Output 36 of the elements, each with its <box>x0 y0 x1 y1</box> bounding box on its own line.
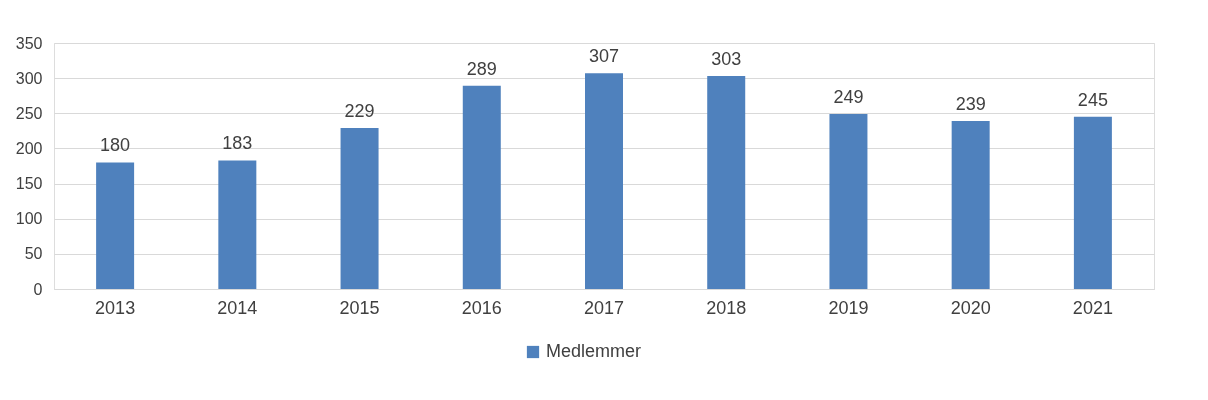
legend-label: Medlemmer <box>546 341 642 361</box>
x-tick-label: 2019 <box>828 297 869 318</box>
y-tick-label: 200 <box>15 139 43 157</box>
y-tick-label: 100 <box>15 210 43 228</box>
bar <box>218 160 257 289</box>
bar <box>585 73 623 289</box>
data-label: 180 <box>100 135 131 156</box>
x-tick-label: 2013 <box>95 297 136 318</box>
data-label: 289 <box>466 58 497 79</box>
data-label: 183 <box>222 133 253 154</box>
x-tick-label: 2016 <box>461 297 502 318</box>
bar <box>1073 116 1112 289</box>
y-tick-label: 250 <box>15 104 43 122</box>
data-label: 249 <box>833 86 864 107</box>
bar <box>829 113 868 289</box>
bar <box>340 128 379 289</box>
bar <box>96 162 135 289</box>
data-label: 303 <box>711 49 742 70</box>
data-label: 307 <box>588 46 620 67</box>
x-tick-label: 2015 <box>339 297 380 318</box>
bar <box>707 76 746 289</box>
data-label: 245 <box>1077 89 1108 110</box>
y-tick-label: 350 <box>15 34 43 52</box>
x-tick-label: 2014 <box>217 297 258 318</box>
y-tick-label: 150 <box>15 175 43 193</box>
y-tick-label: 300 <box>15 69 43 87</box>
x-tick-label: 2021 <box>1072 297 1113 318</box>
bar <box>951 121 990 289</box>
data-label: 229 <box>344 101 375 122</box>
y-tick-label: 0 <box>33 280 43 298</box>
y-tick-label: 50 <box>24 245 43 263</box>
x-tick-label: 2018 <box>706 297 747 318</box>
bar <box>462 85 501 289</box>
data-label: 239 <box>955 94 986 115</box>
x-tick-label: 2017 <box>583 297 625 318</box>
x-tick-label: 2020 <box>950 297 991 318</box>
